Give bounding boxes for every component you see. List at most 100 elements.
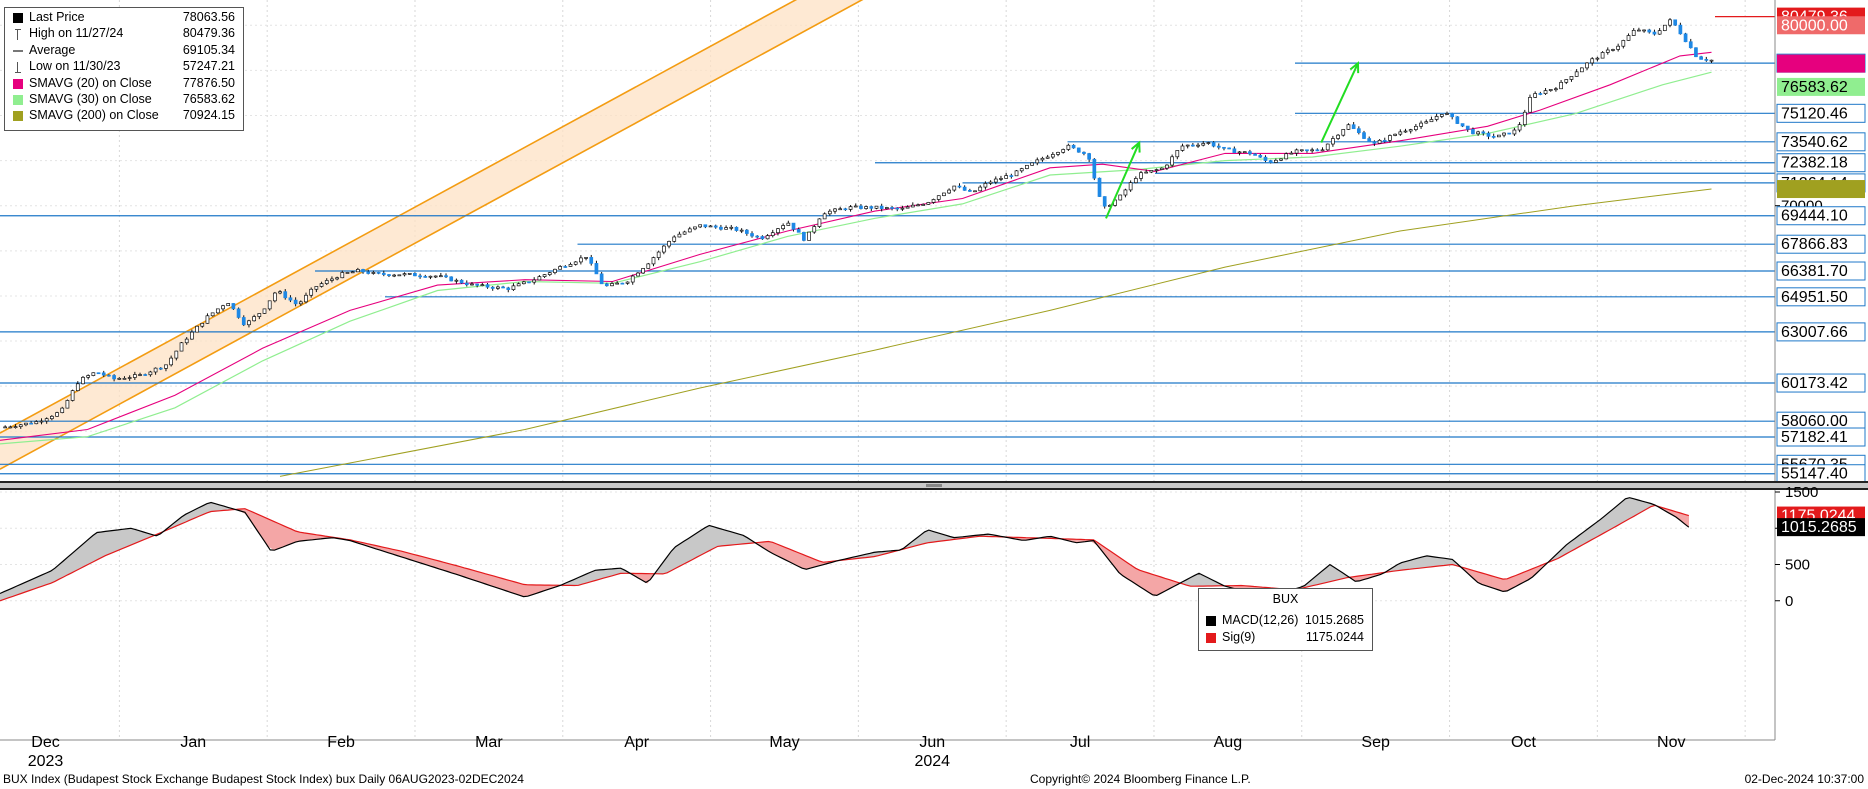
macd-legend-value: 1175.0244 [1305, 630, 1364, 644]
price-level-tag: 63007.66 [1776, 322, 1866, 342]
candle-body [283, 291, 288, 299]
legend-swatch-square-icon [13, 13, 23, 23]
candle [8, 425, 13, 429]
x-month-label: Aug [1214, 734, 1242, 751]
candle-body [392, 274, 397, 277]
candle [1600, 51, 1605, 59]
legend-value: 77876.50 [182, 75, 235, 90]
candle [153, 367, 158, 375]
candle-body [848, 206, 853, 210]
macd-hist-fill [520, 583, 528, 597]
candle [247, 319, 251, 328]
candle-body [1450, 113, 1455, 118]
candle [563, 265, 568, 268]
macd-hist-fill [724, 529, 733, 546]
candle-body [335, 277, 339, 280]
x-month-label: May [769, 734, 799, 751]
x-axis: Dec Jan Feb Mar Apr May Jun Jul Aug Sep Oct Nov 2023… [0, 734, 1775, 770]
candle-body [874, 205, 879, 209]
legend-swatch-square-icon [13, 95, 23, 105]
price-level-tag [1777, 54, 1865, 73]
macd-hist-fill [703, 525, 711, 555]
candle-body [1704, 59, 1709, 61]
candle-body [50, 415, 54, 420]
candle-body [1382, 139, 1387, 142]
candle-body [936, 195, 941, 200]
candle [267, 300, 272, 311]
trend-channel [0, 0, 864, 470]
candle-body [1414, 125, 1418, 130]
macd-hist-fill [91, 531, 99, 564]
candle [776, 227, 780, 236]
candle-body [34, 421, 39, 425]
candle-body [1595, 57, 1600, 60]
x-month-label: Apr [624, 734, 650, 751]
candle-body [1517, 124, 1522, 131]
candle-body [1035, 159, 1040, 164]
macd-legend-row: MACD(12,26) 1015.2685 [1206, 613, 1366, 629]
candle-body [304, 294, 308, 303]
candle [1346, 123, 1351, 130]
panel-divider[interactable] [0, 481, 1868, 490]
candle [781, 223, 785, 231]
candle-body [44, 418, 49, 422]
candle [101, 370, 106, 377]
candle [905, 205, 910, 209]
candle-body [1248, 151, 1252, 155]
candle [615, 281, 620, 285]
candle [1362, 130, 1366, 139]
candle-body [511, 285, 516, 290]
candle [646, 262, 651, 269]
candle [926, 201, 931, 205]
macd-y-tick-label: 1500 [1785, 484, 1818, 501]
candle-body [1019, 168, 1024, 172]
candle [44, 417, 49, 424]
candle [1315, 148, 1320, 152]
candle-body [905, 206, 910, 209]
axis-tag-bg [1777, 16, 1865, 35]
candle-body [200, 322, 205, 327]
candle-body [1196, 144, 1200, 147]
price-level-tag: 76583.62 [1777, 77, 1865, 96]
candle [112, 374, 116, 382]
candle [667, 240, 671, 249]
candle-body [646, 263, 651, 269]
candle [1372, 140, 1377, 147]
candle-body [1279, 158, 1283, 161]
candle-body [1165, 164, 1169, 169]
axis-tag-bg [1776, 373, 1866, 393]
candle [1185, 144, 1190, 149]
candle [739, 228, 744, 234]
candle-body [817, 218, 822, 227]
candle [796, 227, 801, 233]
candle [1175, 150, 1180, 160]
candle [1331, 135, 1335, 147]
candle [226, 302, 231, 307]
candle-body [132, 374, 137, 378]
candle-body [589, 257, 594, 264]
candle [241, 315, 246, 327]
candle-body [713, 225, 718, 228]
candle [1320, 147, 1325, 152]
candle-body [1346, 124, 1351, 130]
price-level-tag: 66381.70 [1776, 261, 1866, 281]
candle [34, 420, 39, 425]
candle [942, 192, 946, 197]
candle-body [438, 275, 443, 278]
macd-hist-fill [661, 554, 669, 575]
candle-body [1502, 132, 1506, 136]
candle-body [1268, 160, 1273, 163]
candle-body [1144, 171, 1149, 174]
candle [418, 273, 422, 279]
candle [1621, 39, 1626, 49]
candle-body [345, 272, 350, 274]
candle [490, 286, 495, 291]
candle [1637, 27, 1641, 32]
legend-value: 69105.34 [182, 42, 235, 57]
candle-body [8, 426, 13, 429]
candle-body [687, 228, 692, 233]
candle [744, 229, 749, 236]
candle [1408, 128, 1413, 134]
candle-body [1460, 123, 1465, 127]
signal-line [0, 504, 1689, 602]
